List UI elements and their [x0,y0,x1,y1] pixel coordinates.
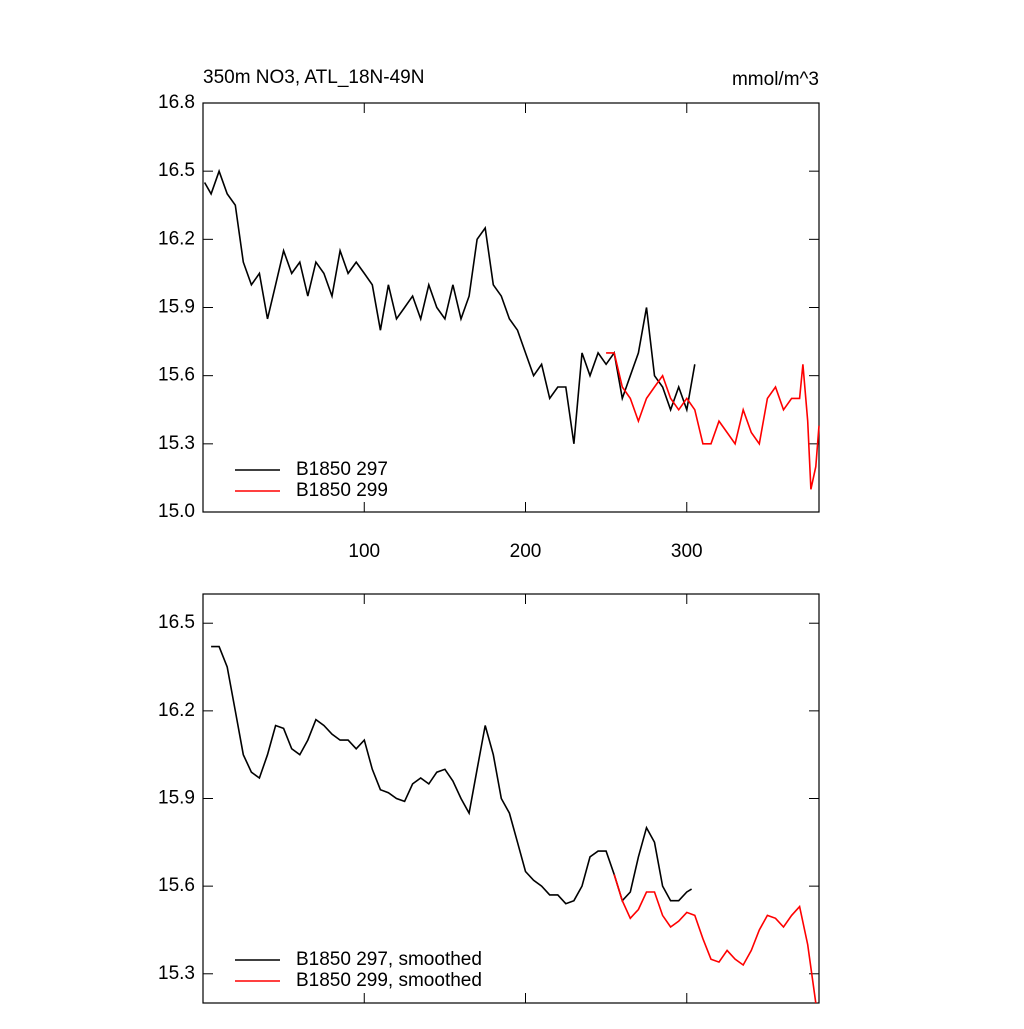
y-tick-label: 16.2 [158,228,195,249]
y-tick-label: 15.9 [158,788,195,809]
x-tick-label: 300 [671,541,703,562]
legend-label: B1850 299 [296,480,388,501]
plot-frame [202,102,820,513]
y-tick-label: 16.5 [158,612,195,633]
y-tick-label: 15.9 [158,297,195,318]
y-tick-label: 15.6 [158,875,195,896]
series-line [606,352,820,490]
y-tick-label: 16.2 [158,700,195,721]
series-line [203,168,696,444]
legend-label: B1850 299, smoothed [296,970,482,991]
unit-label: mmol/m^3 [732,69,819,90]
x-tick-label: 200 [510,541,542,562]
x-tick-label: 100 [348,541,380,562]
y-tick-label: 15.3 [158,433,195,454]
legend-label: B1850 297 [296,459,388,480]
chart-title: 350m NO3, ATL_18N-49N [203,67,424,88]
series-line [613,874,817,1004]
y-tick-label: 16.5 [158,160,195,181]
legend-label: B1850 297, smoothed [296,949,482,970]
y-tick-label: 15.3 [158,963,195,984]
y-tick-label: 15.0 [158,501,195,522]
plot-frame [202,593,820,1004]
y-tick-label: 15.6 [158,365,195,386]
y-tick-label: 16.8 [158,92,195,113]
series-line [211,645,693,905]
